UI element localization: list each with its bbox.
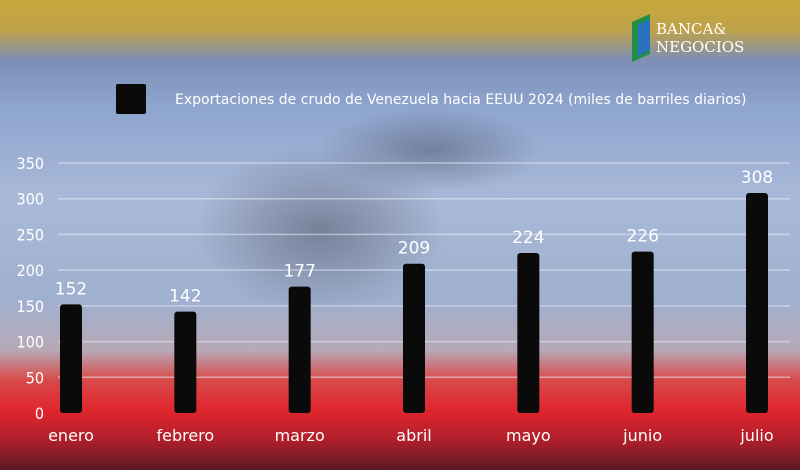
bar-enero [60, 304, 82, 413]
y-tick-label: 250 [17, 225, 44, 244]
x-tick-label-abril: abril [396, 426, 431, 445]
data-label-abril: 209 [398, 239, 430, 259]
legend-label: Exportaciones de crudo de Venezuela haci… [175, 92, 746, 108]
logo-mark-icon-accent [638, 19, 650, 56]
y-tick-label: 300 [17, 190, 44, 209]
brand-name-line2: NEGOCIOS [656, 38, 744, 56]
bar-abril [403, 263, 425, 413]
bars [60, 193, 768, 413]
bar-marzo [288, 286, 311, 413]
x-tick-label-julio: julio [739, 426, 773, 445]
bar-febrero [174, 311, 197, 413]
data-label-mayo: 224 [512, 228, 544, 248]
data-label-febrero: 142 [169, 287, 201, 307]
bar-julio [746, 193, 768, 413]
y-tick-label: 0 [35, 404, 44, 423]
data-labels: 152 142 177 209 224 226 308 [55, 168, 773, 307]
data-label-marzo: 177 [283, 262, 315, 282]
data-label-junio: 226 [626, 227, 658, 247]
brand-logo: BANCA& NEGOCIOS [632, 14, 744, 62]
legend-swatch [116, 84, 146, 114]
y-tick-label: 350 [17, 154, 44, 173]
y-tick-label: 50 [26, 368, 44, 387]
x-tick-label-mayo: mayo [506, 426, 551, 445]
y-axis: 0 50 100 150 200 250 300 350 [17, 154, 44, 423]
y-tick-label: 100 [17, 333, 44, 352]
x-tick-label-junio: junio [622, 426, 662, 445]
brand-name-line1: BANCA& [656, 20, 727, 38]
y-tick-label: 200 [17, 261, 44, 280]
y-tick-label: 150 [17, 297, 44, 316]
legend: Exportaciones de crudo de Venezuela haci… [116, 84, 746, 114]
x-tick-label-marzo: marzo [275, 426, 325, 445]
data-label-julio: 308 [741, 168, 773, 188]
x-tick-label-febrero: febrero [156, 426, 214, 445]
data-label-enero: 152 [55, 279, 87, 299]
bar-junio [631, 251, 654, 413]
bar-mayo [517, 253, 540, 413]
x-tick-label-enero: enero [48, 426, 94, 445]
x-axis: enero febrero marzo abril mayo junio julio [48, 426, 774, 445]
